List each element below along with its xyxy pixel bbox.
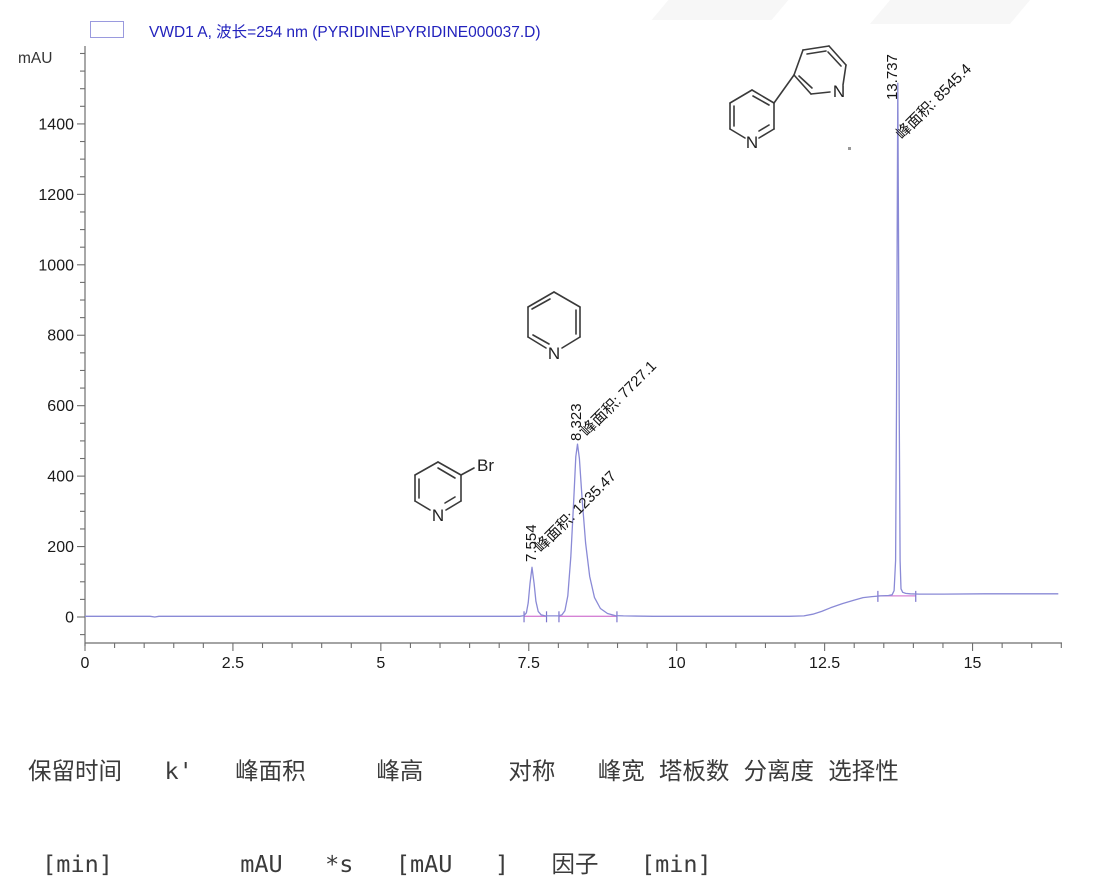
axes: 0 200 400 600 800 1000 1200 1400 0 2.5 5 7.5 10 12.5 1… bbox=[38, 46, 1062, 672]
legend-color-box bbox=[90, 21, 124, 38]
x-tick-label: 7.5 bbox=[518, 655, 540, 672]
y-tick-label: 800 bbox=[47, 328, 74, 345]
chromatogram-plot: mAU 0 200 400 600 800 1000 1200 1400 0 2.5 5 7.5 10 1… bbox=[18, 45, 1062, 672]
peak-area-label: 峰面积: 7727.1 bbox=[578, 358, 660, 440]
x-tick-label: 2.5 bbox=[222, 655, 244, 672]
molecule-pyridine: N bbox=[527, 291, 581, 363]
molecule-bipyridine: N N bbox=[729, 45, 851, 152]
y-tick-label: 0 bbox=[65, 610, 74, 627]
x-tick-label: 15 bbox=[964, 655, 982, 672]
x-tick-label: 12.5 bbox=[809, 655, 840, 672]
table-header-row2: [min] mAU *s [mAU ] 因子 [min] bbox=[28, 850, 712, 878]
x-tick-label: 10 bbox=[668, 655, 686, 672]
peak-rt-label: 7.554 bbox=[523, 524, 540, 562]
y-axis-unit: mAU bbox=[18, 50, 52, 67]
peak-table: 保留时间 k' 峰面积 峰高 对称 峰宽 塔板数 分离度 选择性 [min] m… bbox=[28, 694, 1033, 893]
trace-line bbox=[85, 82, 1059, 618]
nitrogen-label: N bbox=[746, 133, 758, 152]
x-tick-label: 0 bbox=[81, 655, 90, 672]
peak-rt-label: 13.737 bbox=[884, 54, 901, 100]
bromine-label: Br bbox=[477, 456, 494, 475]
nitrogen-label: N bbox=[833, 82, 845, 101]
y-tick-label: 1400 bbox=[38, 116, 74, 133]
peak-rt-label: 8.323 bbox=[568, 403, 585, 441]
y-tick-label: 200 bbox=[47, 539, 74, 556]
molecule-3-bromopyridine: N Br bbox=[414, 456, 494, 525]
y-tick-label: 1000 bbox=[38, 257, 74, 274]
x-tick-label: 5 bbox=[376, 655, 385, 672]
signal-trace bbox=[85, 82, 1059, 618]
nitrogen-label: N bbox=[548, 344, 560, 363]
table-header-row1: 保留时间 k' 峰面积 峰高 对称 峰宽 塔板数 分离度 选择性 bbox=[28, 757, 899, 785]
y-tick-label: 600 bbox=[47, 398, 74, 415]
legend-label: VWD1 A, 波长=254 nm (PYRIDINE\PYRIDINE0000… bbox=[149, 24, 541, 41]
y-tick-label: 400 bbox=[47, 469, 74, 486]
integration-baselines bbox=[523, 590, 917, 623]
nitrogen-label: N bbox=[432, 506, 444, 525]
speck-artifact bbox=[848, 147, 851, 150]
peak-area-label: 峰面积: 1235.47 bbox=[532, 468, 620, 556]
peak-area-label: 峰面积: 8545.4 bbox=[893, 61, 975, 143]
y-tick-label: 1200 bbox=[38, 187, 74, 204]
